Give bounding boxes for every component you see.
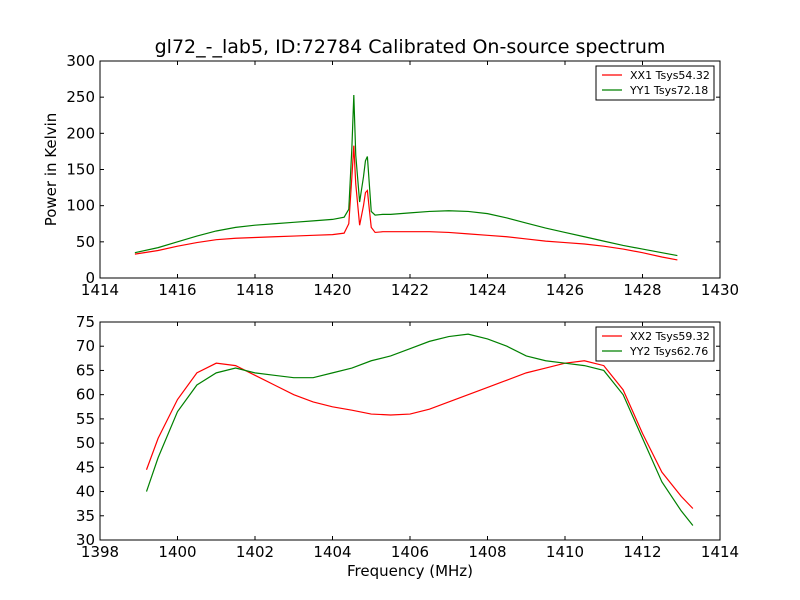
legend-box-1 bbox=[595, 326, 715, 362]
x-tick-label-0-4: 1422 bbox=[391, 281, 429, 299]
x-tick-label-1-3: 1404 bbox=[313, 543, 351, 561]
x-tick-label-0-0: 1414 bbox=[81, 281, 119, 299]
x-tick-label-1-7: 1412 bbox=[623, 543, 661, 561]
y-tick-label-1-3: 45 bbox=[76, 458, 95, 476]
x-tick-label-1-5: 1408 bbox=[468, 543, 506, 561]
y-tick-label-1-7: 65 bbox=[76, 361, 95, 379]
y-tick-label-1-8: 70 bbox=[76, 337, 95, 355]
y-tick-label-1-0: 30 bbox=[76, 531, 95, 549]
x-tick-label-0-7: 1428 bbox=[623, 281, 661, 299]
legend-label-0-1: YY1 Tsys72.18 bbox=[629, 84, 708, 97]
x-tick-label-1-8: 1414 bbox=[701, 543, 739, 561]
y-tick-label-1-5: 55 bbox=[76, 410, 95, 428]
x-tick-label-0-2: 1418 bbox=[236, 281, 274, 299]
series-line-1-1 bbox=[145, 333, 694, 526]
x-tick-label-1-6: 1410 bbox=[546, 543, 584, 561]
bottom-axes: 1398 1400 1402 1404 1406 1408 1410 1412 1414 30 35… bbox=[76, 313, 739, 580]
x-tick-label-1-0: 1398 bbox=[81, 543, 119, 561]
y-tick-label-0-6: 300 bbox=[66, 52, 95, 70]
y-tick-label-1-2: 40 bbox=[76, 483, 95, 501]
x-tick-label-0-8: 1430 bbox=[701, 281, 739, 299]
chart-title: gl72_-_lab5, ID:72784 Calibrated On-sour… bbox=[155, 36, 666, 58]
x-tick-label-0-6: 1426 bbox=[546, 281, 584, 299]
y-axis-label-0: Power in Kelvin bbox=[42, 113, 60, 227]
y-tick-label-0-1: 50 bbox=[76, 233, 95, 251]
y-tick-label-1-4: 50 bbox=[76, 434, 95, 452]
x-tick-label-0-1: 1416 bbox=[158, 281, 196, 299]
x-tick-label-0-5: 1424 bbox=[468, 281, 506, 299]
series-line-1-0 bbox=[145, 360, 694, 509]
y-tick-label-1-9: 75 bbox=[76, 313, 95, 331]
y-tick-label-0-5: 250 bbox=[66, 88, 95, 106]
y-tick-label-0-0: 0 bbox=[85, 269, 95, 287]
y-tick-label-1-1: 35 bbox=[76, 507, 95, 525]
legend-label-0-0: XX1 Tsys54.32 bbox=[630, 69, 710, 82]
legend-box-0 bbox=[595, 65, 715, 101]
y-tick-label-0-4: 200 bbox=[66, 124, 95, 142]
y-tick-label-1-6: 60 bbox=[76, 386, 95, 404]
x-tick-label-1-1: 1400 bbox=[158, 543, 196, 561]
x-tick-label-0-3: 1420 bbox=[313, 281, 351, 299]
y-tick-label-0-3: 150 bbox=[66, 161, 95, 179]
series-line-0-1 bbox=[134, 94, 678, 257]
y-tick-label-0-2: 100 bbox=[66, 197, 95, 215]
legend-label-1-0: XX2 Tsys59.32 bbox=[630, 330, 710, 343]
x-axis-label-1: Frequency (MHz) bbox=[347, 562, 473, 580]
legend-label-1-1: YY2 Tsys62.76 bbox=[629, 345, 708, 358]
x-tick-label-1-4: 1406 bbox=[391, 543, 429, 561]
x-tick-label-1-2: 1402 bbox=[236, 543, 274, 561]
top-axes: 1414 1416 1418 1420 1422 1424 1426 1428 1430 0 50 1… bbox=[42, 52, 739, 299]
series-line-0-0 bbox=[134, 145, 678, 261]
